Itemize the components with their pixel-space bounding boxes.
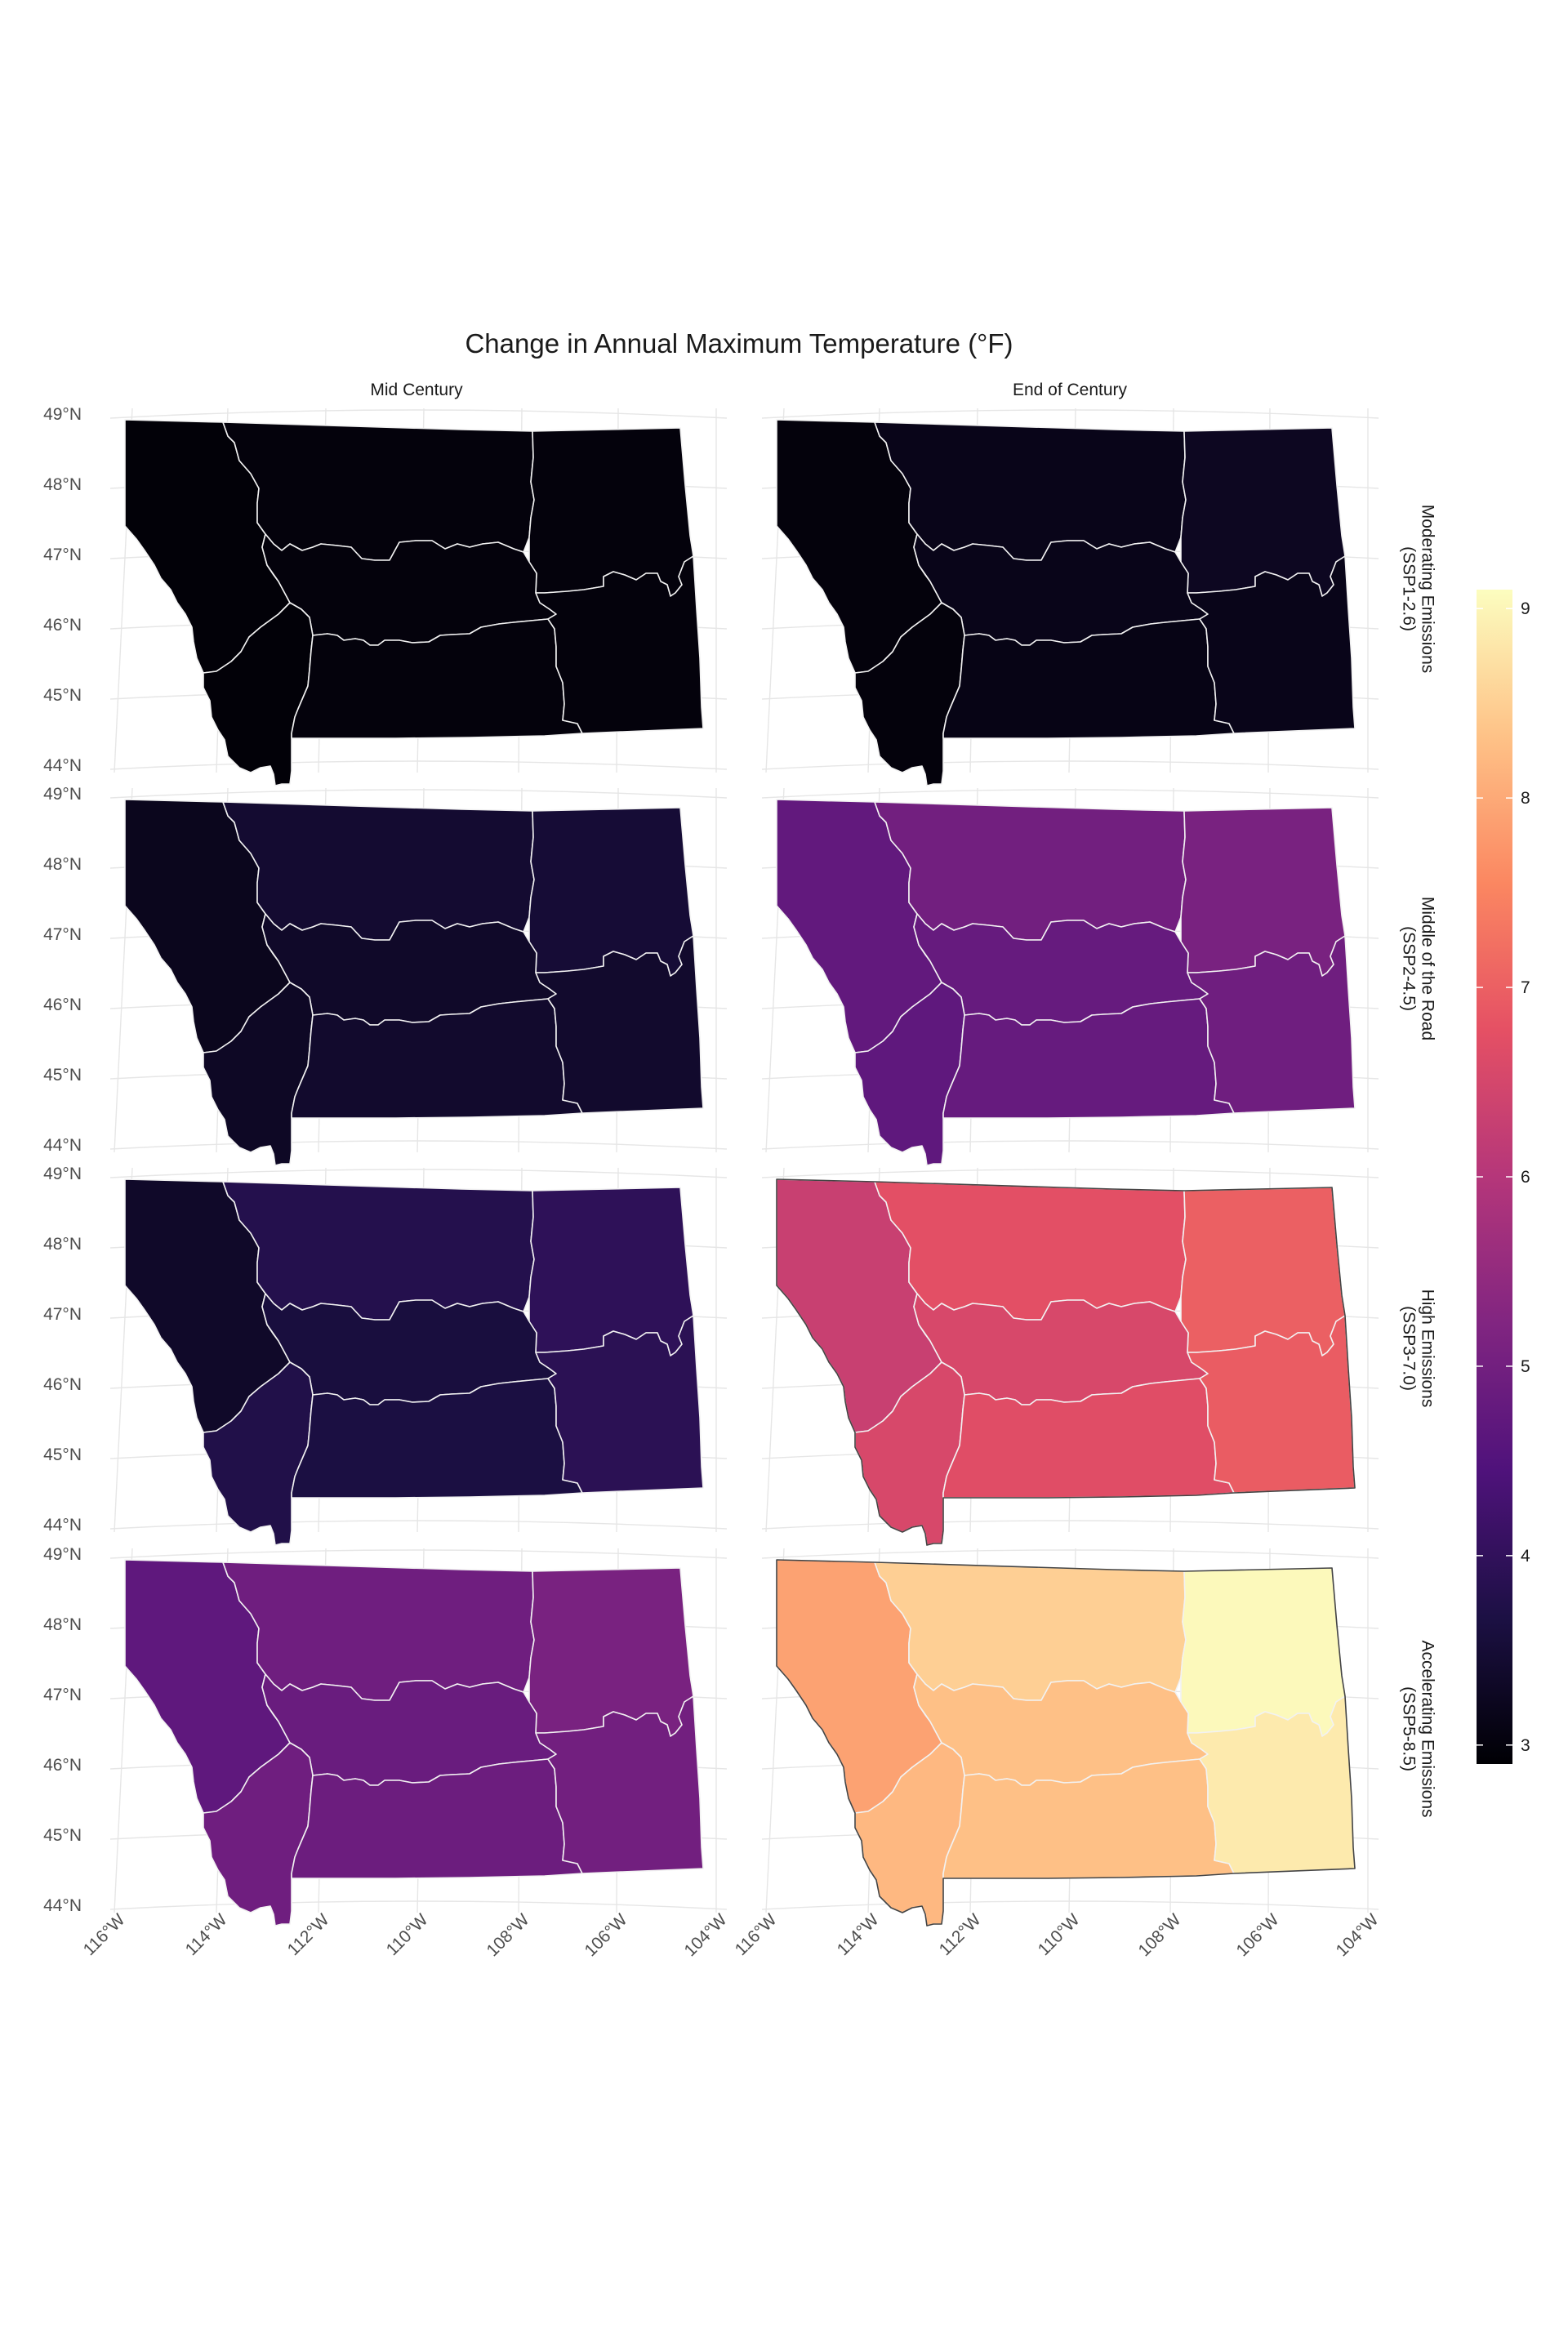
- lon-tick-label: 104°W: [681, 1910, 731, 1960]
- region-northeast: [1180, 427, 1346, 597]
- lat-tick-label: 44°N: [43, 1516, 82, 1535]
- lon-tick-label: 104°W: [1333, 1910, 1383, 1960]
- region-northeast: [1180, 1187, 1346, 1356]
- region-northeast: [528, 807, 694, 977]
- lon-tick-label: 110°W: [1035, 1910, 1084, 1959]
- map-panels: [109, 408, 1379, 1927]
- row-label-line1: High Emissions: [1418, 1290, 1437, 1408]
- region-south-central: [942, 1378, 1235, 1499]
- column-label-end-of-century: End of Century: [1013, 381, 1128, 399]
- region-southeast: [535, 555, 704, 734]
- row-label-line2: (SSP1-2.6): [1399, 546, 1418, 631]
- lon-tick-label: 116°W: [80, 1910, 129, 1959]
- row-label-middle-of-the-road: Middle of the Road(SSP2-4.5): [1399, 897, 1437, 1040]
- lat-tick-label: 45°N: [43, 686, 82, 705]
- lat-tick-label: 44°N: [43, 756, 82, 775]
- lat-tick-label: 47°N: [43, 1305, 82, 1324]
- lat-tick-label: 45°N: [43, 1446, 82, 1464]
- lat-tick-label: 44°N: [43, 1136, 82, 1155]
- lat-tick-label: 46°N: [43, 1756, 82, 1775]
- colorbar-legend: 3 4 5 6 7 8 9: [1477, 590, 1530, 1764]
- row-label-line2: (SSP5-8.5): [1399, 1686, 1418, 1771]
- lat-tick-label: 48°N: [43, 1615, 82, 1634]
- map-panel-moderating-emissions-mid-century: [109, 408, 728, 786]
- lat-tick-label: 44°N: [43, 1896, 82, 1915]
- lat-tick-label: 47°N: [43, 925, 82, 944]
- chart-title: Change in Annual Maximum Temperature (°F…: [465, 328, 1013, 359]
- colorbar-tick-label: 4: [1521, 1547, 1530, 1566]
- row-labels: Moderating Emissions(SSP1-2.6) Middle of …: [1399, 505, 1437, 1818]
- lat-tick-label: 47°N: [43, 546, 82, 564]
- latitude-axis: 49°N 48°N 47°N 46°N 45°N 44°N 49°N 48°N 47°N 46°N…: [43, 405, 82, 1915]
- map-panel-moderating-emissions-end-of-century: [761, 408, 1379, 786]
- lat-tick-label: 47°N: [43, 1686, 82, 1704]
- lon-tick-label: 114°W: [182, 1910, 231, 1959]
- lat-tick-label: 49°N: [43, 785, 82, 804]
- lat-tick-label: 45°N: [43, 1066, 82, 1085]
- lat-tick-label: 46°N: [43, 1375, 82, 1394]
- region-south-central: [291, 1758, 583, 1879]
- lat-tick-label: 48°N: [43, 475, 82, 494]
- region-southeast: [535, 1315, 704, 1494]
- region-southeast: [1187, 935, 1356, 1114]
- lon-tick-label: 114°W: [834, 1910, 883, 1959]
- row-label-line2: (SSP2-4.5): [1399, 926, 1418, 1011]
- map-panel-accelerating-emissions-end-of-century: [761, 1548, 1379, 1927]
- region-northeast: [528, 1187, 694, 1356]
- column-label-mid-century: Mid Century: [370, 381, 463, 399]
- lon-tick-label: 110°W: [383, 1910, 432, 1959]
- map-panel-accelerating-emissions-mid-century: [109, 1548, 728, 1927]
- map-panel-high-emissions-end-of-century: [761, 1167, 1379, 1546]
- map-panel-high-emissions-mid-century: [109, 1167, 728, 1546]
- lat-tick-label: 49°N: [43, 1545, 82, 1564]
- row-label-accelerating-emissions: Accelerating Emissions(SSP5-8.5): [1399, 1640, 1437, 1817]
- row-label-high-emissions: High Emissions(SSP3-7.0): [1399, 1290, 1437, 1408]
- lon-tick-label: 108°W: [483, 1910, 533, 1960]
- region-south-central: [291, 618, 583, 739]
- region-southeast: [535, 1695, 704, 1874]
- region-northeast: [1180, 807, 1346, 977]
- colorbar-tick-label: 5: [1521, 1357, 1530, 1376]
- region-northeast: [528, 427, 694, 597]
- lat-tick-label: 46°N: [43, 616, 82, 635]
- state-outline: [776, 1178, 1356, 1546]
- region-south-central: [942, 1758, 1235, 1879]
- region-south-central: [291, 998, 583, 1119]
- colorbar-tick-label: 7: [1521, 978, 1530, 997]
- region-northeast: [1180, 1567, 1346, 1737]
- lat-tick-label: 46°N: [43, 996, 82, 1014]
- lon-tick-label: 108°W: [1135, 1910, 1185, 1960]
- lat-tick-label: 49°N: [43, 405, 82, 424]
- row-label-line2: (SSP3-7.0): [1399, 1306, 1418, 1391]
- lat-tick-label: 49°N: [43, 1165, 82, 1183]
- lon-tick-label: 106°W: [1233, 1910, 1283, 1960]
- lon-tick-label: 116°W: [732, 1910, 781, 1959]
- row-label-line1: Moderating Emissions: [1418, 505, 1437, 674]
- map-panel-middle-of-the-road-end-of-century: [761, 787, 1379, 1166]
- row-label-line1: Accelerating Emissions: [1418, 1640, 1437, 1817]
- region-northeast: [528, 1567, 694, 1737]
- region-southeast: [535, 935, 704, 1114]
- region-south-central: [942, 998, 1235, 1119]
- row-label-line1: Middle of the Road: [1418, 897, 1437, 1040]
- colorbar-tick-label: 6: [1521, 1168, 1530, 1187]
- region-southeast: [1187, 1695, 1356, 1874]
- colorbar-tick-label: 9: [1521, 599, 1530, 618]
- lon-tick-label: 106°W: [581, 1910, 631, 1960]
- map-panel-middle-of-the-road-mid-century: [109, 787, 728, 1166]
- lat-tick-label: 48°N: [43, 855, 82, 874]
- colorbar-tick-label: 8: [1521, 789, 1530, 808]
- region-southeast: [1187, 1315, 1356, 1494]
- region-southeast: [1187, 555, 1356, 734]
- lat-tick-label: 45°N: [43, 1826, 82, 1845]
- region-south-central: [942, 618, 1235, 739]
- colorbar-tick-label: 3: [1521, 1736, 1530, 1755]
- region-south-central: [291, 1378, 583, 1499]
- row-label-moderating-emissions: Moderating Emissions(SSP1-2.6): [1399, 505, 1437, 674]
- state-outline: [776, 1559, 1356, 1927]
- lat-tick-label: 48°N: [43, 1235, 82, 1254]
